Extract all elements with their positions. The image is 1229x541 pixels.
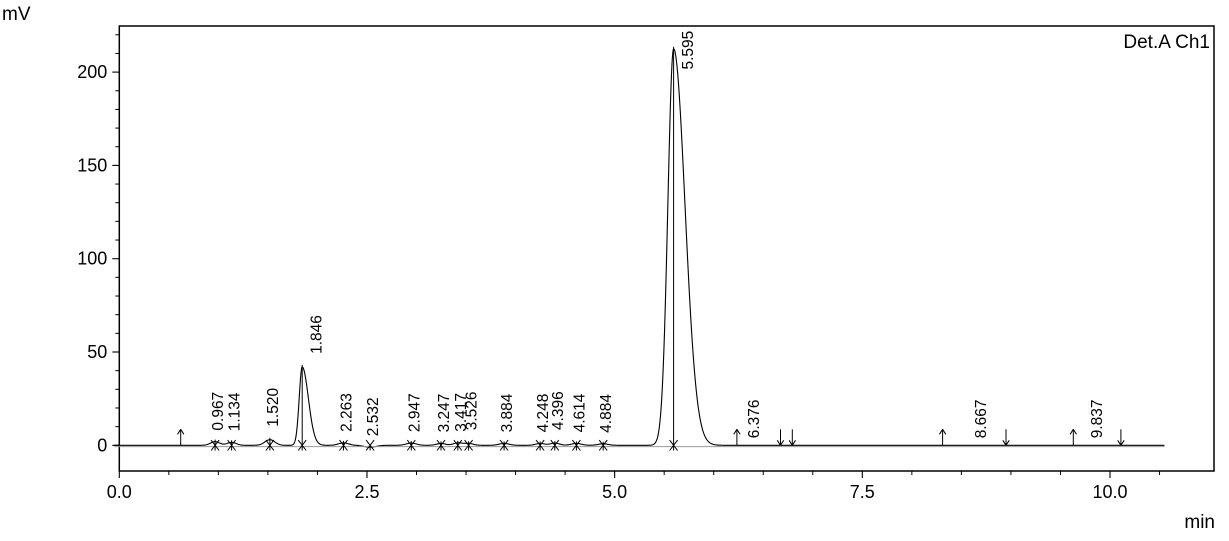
svg-text:200: 200 [77, 62, 107, 82]
svg-text:4.396: 4.396 [550, 391, 567, 430]
svg-text:5.0: 5.0 [602, 482, 627, 502]
svg-text:3.526: 3.526 [464, 392, 481, 431]
svg-text:6.376: 6.376 [746, 400, 763, 439]
svg-text:8.667: 8.667 [973, 400, 990, 439]
svg-text:2.5: 2.5 [354, 482, 379, 502]
svg-text:1.520: 1.520 [265, 388, 282, 427]
svg-text:0.0: 0.0 [107, 482, 132, 502]
svg-text:150: 150 [77, 155, 107, 175]
svg-text:mV: mV [2, 4, 31, 25]
svg-text:min: min [1184, 512, 1215, 533]
svg-text:2.532: 2.532 [365, 397, 382, 436]
svg-text:2.263: 2.263 [339, 393, 356, 432]
svg-text:0.967: 0.967 [210, 392, 227, 431]
svg-text:4.884: 4.884 [598, 394, 615, 433]
svg-text:3.247: 3.247 [436, 394, 453, 433]
svg-text:1.846: 1.846 [309, 315, 326, 354]
svg-text:2.947: 2.947 [406, 393, 423, 432]
svg-text:3.884: 3.884 [499, 393, 516, 432]
svg-text:1.134: 1.134 [227, 392, 244, 431]
svg-text:7.5: 7.5 [850, 482, 875, 502]
svg-text:4.614: 4.614 [571, 393, 588, 432]
svg-text:0: 0 [97, 435, 107, 455]
svg-text:5.595: 5.595 [680, 31, 697, 70]
svg-text:10.0: 10.0 [1092, 482, 1127, 502]
svg-text:9.837: 9.837 [1089, 400, 1106, 439]
svg-text:50: 50 [87, 342, 107, 362]
svg-text:Det.A Ch1: Det.A Ch1 [1123, 32, 1210, 53]
svg-text:100: 100 [77, 249, 107, 269]
